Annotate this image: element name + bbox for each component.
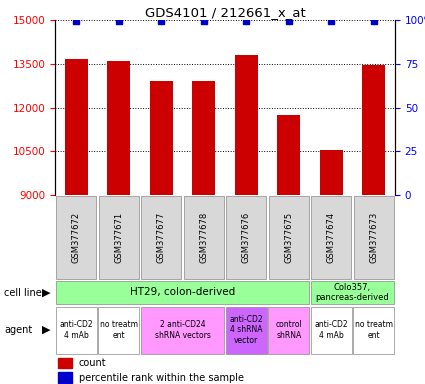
Bar [320,150,343,384]
Bar [362,65,385,384]
Bar [277,115,300,384]
Text: ▶: ▶ [42,288,51,298]
Bar [107,61,130,384]
Bar [141,306,224,354]
Text: control
shRNA: control shRNA [275,320,302,340]
Text: no treatm
ent: no treatm ent [355,320,393,340]
Bar [58,358,72,368]
Text: cell line: cell line [4,288,42,298]
Text: anti-CD2
4 mAb: anti-CD2 4 mAb [60,320,93,340]
Text: GSM377672: GSM377672 [72,212,81,263]
Bar [226,306,267,354]
Text: 2 anti-CD24
shRNA vectors: 2 anti-CD24 shRNA vectors [155,320,210,340]
Text: HT29, colon-derived: HT29, colon-derived [130,288,235,298]
Bar [99,196,139,279]
Bar [141,196,181,279]
Text: count: count [79,358,106,368]
Text: agent: agent [4,325,32,335]
Bar [65,60,88,384]
Bar [235,55,258,384]
Title: GDS4101 / 212661_x_at: GDS4101 / 212661_x_at [144,6,306,19]
Text: GSM377671: GSM377671 [114,212,123,263]
Text: percentile rank within the sample: percentile rank within the sample [79,372,244,382]
Bar [353,306,394,354]
Text: anti-CD2
4 mAb: anti-CD2 4 mAb [314,320,348,340]
Bar [56,306,97,354]
Bar [56,281,309,304]
Bar [184,196,224,279]
Bar [311,196,351,279]
Bar [269,196,309,279]
Text: GSM377673: GSM377673 [369,212,378,263]
Text: GSM377676: GSM377676 [242,212,251,263]
Bar [311,281,394,304]
Bar [354,196,394,279]
Text: GSM377674: GSM377674 [327,212,336,263]
Bar [311,306,352,354]
Bar [226,196,266,279]
Bar [268,306,309,354]
Text: no treatm
ent: no treatm ent [100,320,138,340]
Text: GSM377675: GSM377675 [284,212,293,263]
Bar [98,306,139,354]
Bar [150,81,173,384]
Bar [58,372,72,382]
Text: GSM377677: GSM377677 [157,212,166,263]
Text: ▶: ▶ [42,325,51,335]
Text: GSM377678: GSM377678 [199,212,208,263]
Bar [192,81,215,384]
Text: Colo357,
pancreas-derived: Colo357, pancreas-derived [316,283,389,302]
Text: anti-CD2
4 shRNA
vector: anti-CD2 4 shRNA vector [230,315,263,345]
Bar [56,196,96,279]
